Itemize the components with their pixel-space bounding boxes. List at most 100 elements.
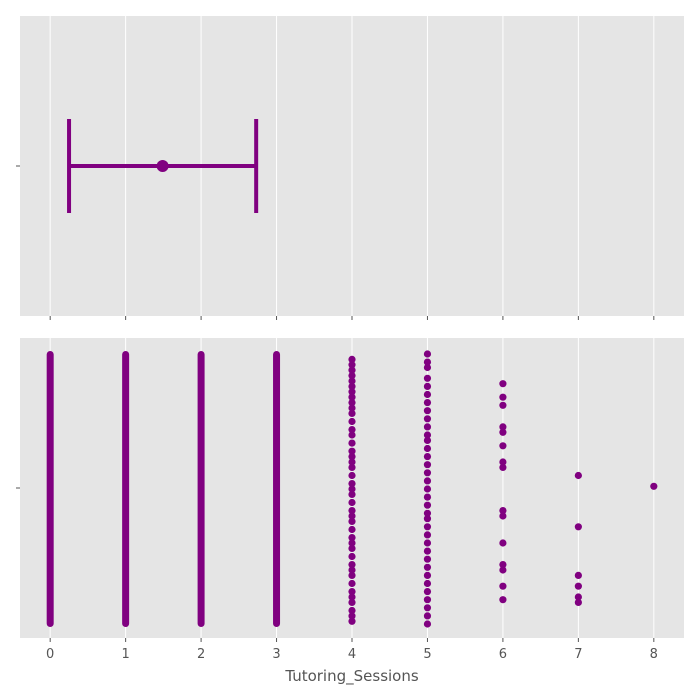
strip-point xyxy=(423,493,432,501)
strip-point xyxy=(348,552,356,561)
strip-point xyxy=(423,509,432,517)
strip-point xyxy=(423,374,432,382)
strip-point xyxy=(348,566,356,574)
strip-point xyxy=(348,512,356,520)
strip-point xyxy=(348,507,356,515)
strip-point xyxy=(348,404,356,412)
x-tick-label: 6 xyxy=(499,647,507,662)
strip-point xyxy=(348,544,356,553)
x-tick-label: 8 xyxy=(650,647,658,662)
strip-point xyxy=(423,579,432,588)
strip-point xyxy=(348,409,356,417)
strip-point xyxy=(348,579,356,588)
strip-point xyxy=(423,469,432,477)
strip-point xyxy=(423,477,432,485)
strip-point xyxy=(348,372,356,380)
strip-point xyxy=(423,431,432,439)
bottom-x-ticks xyxy=(49,638,655,642)
strip-point xyxy=(348,617,356,625)
strip-point xyxy=(499,442,507,450)
dense-point-column xyxy=(46,351,54,627)
strip-point xyxy=(574,523,582,531)
strip-point xyxy=(423,501,432,509)
strip-point xyxy=(574,582,582,590)
strip-point xyxy=(348,426,356,434)
strip-point xyxy=(348,447,356,455)
strip-point xyxy=(423,523,432,531)
strip-point xyxy=(499,401,507,409)
strip-point xyxy=(423,415,432,423)
strip-point xyxy=(348,388,356,396)
strip-point xyxy=(423,350,432,358)
strip-point xyxy=(499,539,507,547)
strip-point xyxy=(348,517,356,526)
strip-point xyxy=(423,555,432,563)
strip-point xyxy=(423,547,432,555)
strip-point xyxy=(348,439,356,447)
x-tick-label: 7 xyxy=(574,647,582,662)
strip-point xyxy=(423,382,432,390)
strip-point xyxy=(423,407,432,415)
strip-point xyxy=(348,361,356,369)
strip-point xyxy=(348,431,356,439)
strip-point xyxy=(423,531,432,539)
strip-point xyxy=(423,588,432,596)
mean-point xyxy=(156,160,169,172)
strip-point xyxy=(499,507,507,515)
strip-point xyxy=(423,612,432,620)
strip-point xyxy=(499,582,507,590)
strip-point xyxy=(423,461,432,469)
bottom-strip-points xyxy=(46,350,658,628)
x-tick-labels: 0 1 2 3 4 5 6 7 8 xyxy=(46,647,658,662)
strip-point xyxy=(348,485,356,493)
strip-point xyxy=(574,593,582,601)
dense-point-column xyxy=(273,351,281,627)
strip-point xyxy=(348,525,356,534)
strip-point xyxy=(348,561,356,569)
strip-point xyxy=(348,453,356,461)
x-tick-label: 3 xyxy=(272,647,280,662)
strip-point xyxy=(348,534,356,542)
x-tick-label: 5 xyxy=(423,647,431,662)
strip-point xyxy=(348,355,356,363)
strip-point xyxy=(348,399,356,407)
x-axis-label: Tutoring_Sessions xyxy=(284,667,419,686)
strip-point xyxy=(499,423,507,431)
x-tick-label: 1 xyxy=(121,647,129,662)
strip-point xyxy=(423,563,432,571)
strip-point xyxy=(423,620,432,628)
strip-point xyxy=(574,598,582,607)
strip-point xyxy=(348,539,356,547)
top-x-ticks xyxy=(49,316,655,320)
strip-point xyxy=(423,604,432,612)
strip-point xyxy=(348,366,356,374)
dense-point-column xyxy=(122,351,130,627)
strip-point xyxy=(499,561,507,569)
strip-point xyxy=(423,571,432,580)
strip-point xyxy=(499,428,507,436)
x-tick-label: 0 xyxy=(46,647,54,662)
strip-point xyxy=(423,423,432,431)
top-panel xyxy=(16,16,684,320)
strip-point xyxy=(348,471,356,480)
strip-point xyxy=(348,593,356,601)
strip-point xyxy=(348,606,356,615)
strip-point xyxy=(348,377,356,385)
strip-point xyxy=(499,596,507,604)
strip-point xyxy=(499,566,507,574)
strip-point xyxy=(423,399,432,407)
strip-point xyxy=(423,485,432,493)
strip-point xyxy=(348,588,356,596)
strip-point xyxy=(423,515,432,523)
top-point-range xyxy=(67,119,259,213)
strip-point xyxy=(423,453,432,461)
strip-point xyxy=(499,380,507,388)
strip-point xyxy=(423,358,432,366)
strip-point xyxy=(499,463,507,471)
strip-point xyxy=(423,444,432,453)
strip-point xyxy=(348,417,356,426)
strip-point xyxy=(574,571,582,580)
strip-point xyxy=(348,498,356,507)
strip-point xyxy=(423,390,432,399)
